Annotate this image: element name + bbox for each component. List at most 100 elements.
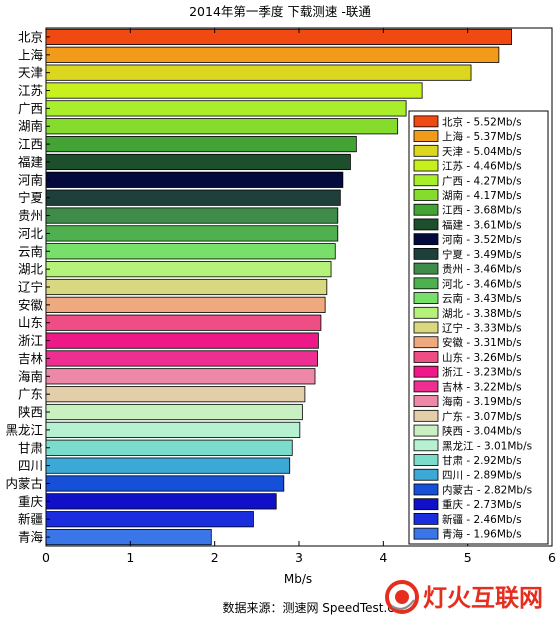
bar (45, 493, 277, 510)
x-tick-label: 5 (464, 550, 472, 565)
bar (45, 225, 339, 242)
legend-entry: 湖南 - 4.17Mb/s (442, 189, 522, 202)
x-tick-label: 0 (42, 550, 50, 565)
x-axis-label: Mb/s (284, 572, 312, 586)
bar (45, 475, 285, 492)
watermark-text: 灯火互联网 (423, 584, 543, 612)
y-tick-label: 新疆 (18, 512, 43, 527)
legend-entry: 福建 - 3.61Mb/s (442, 218, 522, 231)
legend-swatch (413, 351, 439, 363)
bar (45, 368, 316, 385)
legend-entry: 河南 - 3.52Mb/s (442, 233, 522, 246)
legend-swatch (413, 409, 439, 422)
y-tick-label: 江西 (18, 137, 43, 152)
legend-entry: 云南 - 3.43Mb/s (442, 292, 522, 305)
legend-entry: 贵州 - 3.46Mb/s (442, 263, 522, 276)
legend-swatch (413, 247, 439, 260)
watermark-logo: 灯火互联网 (385, 580, 543, 614)
legend-entry: 甘肃 - 2.92Mb/s (442, 454, 522, 467)
bar (45, 278, 328, 296)
y-tick-label: 云南 (18, 244, 43, 259)
legend-swatch (413, 424, 439, 437)
legend-swatch (413, 454, 439, 466)
bar (45, 439, 293, 456)
legend-swatch (413, 189, 439, 201)
legend-entry: 河北 - 3.46Mb/s (442, 278, 522, 290)
bar (45, 189, 341, 206)
y-tick-label: 河北 (18, 226, 44, 241)
y-tick-label: 江苏 (18, 83, 43, 98)
legend-entry: 安徽 - 3.31Mb/s (442, 336, 522, 349)
legend-entry: 上海 - 5.37Mb/s (442, 130, 522, 143)
legend: 北京 - 5.52Mb/s 上海 - 5.37Mb/s 天津 - 5.04Mb/s 江… (408, 110, 549, 545)
bar (45, 421, 301, 438)
bar (45, 511, 254, 528)
legend-swatch (413, 292, 439, 304)
legend-swatch (413, 527, 439, 540)
x-tick-label: 6 (548, 550, 556, 565)
legend-entry: 黑龙江 - 3.01Mb/s (442, 439, 532, 452)
legend-swatch (413, 513, 439, 525)
y-tick-label: 甘肃 (18, 440, 43, 455)
legend-swatch (413, 365, 439, 378)
legend-entry: 宁夏 - 3.49Mb/s (442, 248, 522, 261)
y-tick-label: 湖北 (18, 262, 44, 277)
bar (45, 28, 512, 46)
legend-swatch (413, 130, 439, 142)
legend-swatch (413, 336, 439, 349)
bar (45, 243, 336, 260)
logo-swoosh (391, 599, 415, 610)
y-tick-label: 海南 (18, 369, 43, 384)
logo-core (395, 590, 409, 604)
bar (45, 171, 344, 188)
y-tick-label: 河南 (18, 172, 43, 187)
x-tick-label: 1 (126, 550, 134, 565)
legend-swatch (413, 218, 439, 231)
x-tick-label: 3 (295, 550, 303, 565)
legend-swatch (413, 380, 439, 393)
y-tick-label: 四川 (18, 458, 43, 473)
legend-entry: 江苏 - 4.46Mb/s (442, 160, 522, 173)
y-tick-label: 广西 (18, 101, 43, 116)
bar (45, 136, 357, 153)
y-tick-label: 湖南 (18, 119, 43, 134)
legend-entry: 四川 - 2.89Mb/s (442, 470, 522, 482)
y-tick-label: 吉林 (18, 351, 44, 366)
legend-swatch (413, 468, 439, 481)
y-tick-label: 上海 (18, 47, 44, 62)
y-tick-label: 重庆 (18, 494, 44, 509)
chart-title: 2014年第一季度 下载测速 -联通 (189, 4, 371, 19)
legend-entry: 山东 - 3.26Mb/s (442, 351, 522, 364)
legend-swatch (413, 233, 439, 246)
bar (45, 46, 500, 63)
legend-swatch (413, 174, 439, 187)
bar (45, 100, 407, 117)
legend-entry: 海南 - 3.19Mb/s (442, 395, 522, 408)
bar (45, 403, 303, 421)
legend-entry: 江西 - 3.68Mb/s (442, 205, 522, 217)
legend-entry: 广西 - 4.27Mb/s (442, 175, 522, 187)
bar (45, 528, 212, 546)
bar (45, 314, 322, 331)
y-tick-label: 福建 (18, 154, 44, 169)
legend-swatch (413, 203, 439, 216)
legend-entry: 内蒙古 - 2.82Mb/s (442, 483, 532, 496)
y-tick-label: 贵州 (18, 208, 43, 223)
bar (45, 261, 332, 278)
legend-swatch (413, 159, 439, 172)
legend-swatch (413, 498, 439, 511)
legend-entry: 北京 - 5.52Mb/s (442, 115, 522, 128)
y-tick-label: 广东 (18, 387, 43, 402)
legend-entry: 广东 - 3.07Mb/s (442, 410, 522, 423)
y-tick-label: 北京 (18, 29, 43, 44)
legend-entry: 吉林 - 3.22Mb/s (442, 380, 522, 393)
bar (45, 153, 351, 171)
y-tick-label: 黑龙江 (5, 422, 43, 437)
bar (45, 64, 472, 81)
legend-entry: 浙江 - 3.23Mb/s (442, 367, 522, 379)
y-tick-label: 内蒙古 (5, 476, 43, 491)
plot-area: 北京上海天津江苏广西湖南江西福建河南宁夏贵州河北云南湖北辽宁安徽山东浙江吉林海南… (5, 27, 556, 565)
legend-entry: 辽宁 - 3.33Mb/s (442, 322, 522, 335)
legend-entry: 天津 - 5.04Mb/s (442, 146, 522, 158)
y-tick-label: 浙江 (18, 333, 43, 348)
